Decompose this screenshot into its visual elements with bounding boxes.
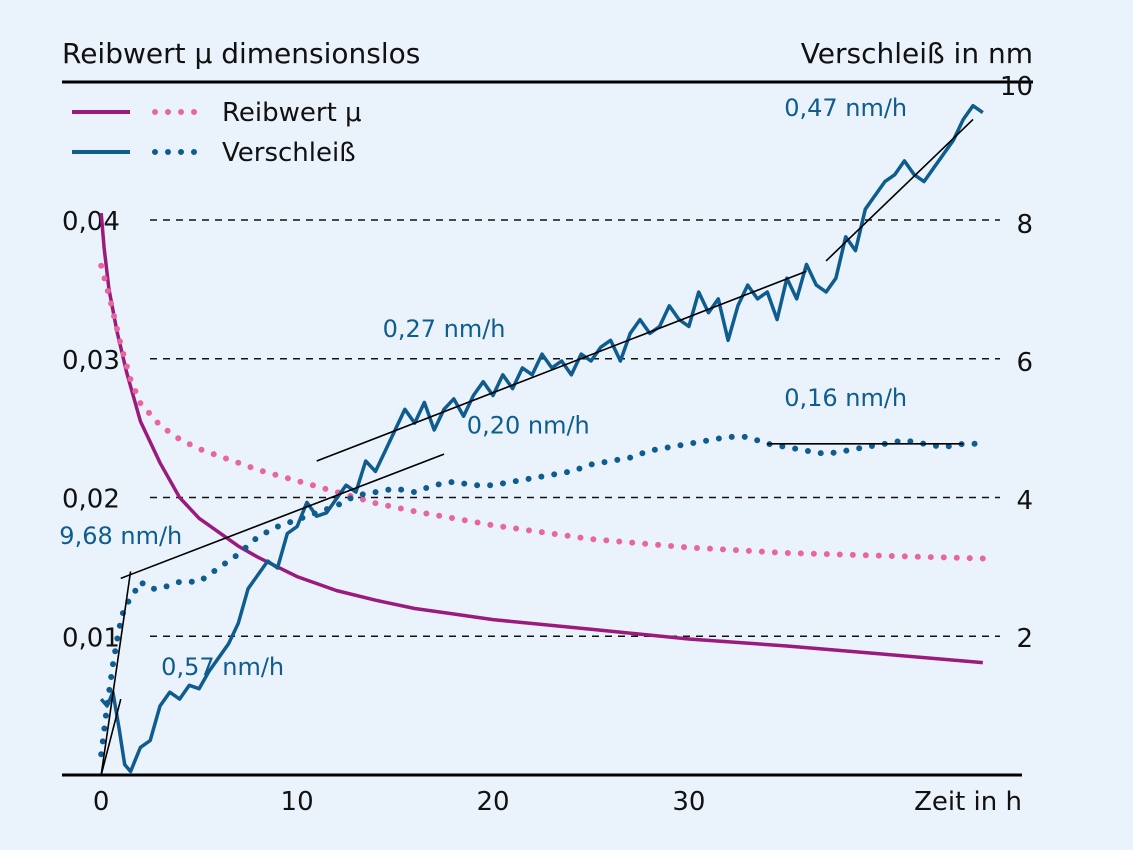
x-tick-label-0: 0 xyxy=(93,787,110,817)
annotation-2: 0,20 nm/h xyxy=(467,411,590,439)
grid xyxy=(150,219,1000,637)
y-left-tick-label-1: 0,02 xyxy=(62,485,120,515)
series-group xyxy=(98,103,986,774)
y-right-tick-label-2: 6 xyxy=(1016,348,1033,378)
y-right-tick-label-1: 4 xyxy=(1016,486,1033,516)
series-line-2 xyxy=(99,103,984,774)
annotation-4: 0,16 nm/h xyxy=(784,384,907,412)
series-line-3 xyxy=(98,433,986,758)
legend-reibwert-label: Reibwert μ xyxy=(222,98,362,128)
x-axis-label: Zeit in h xyxy=(914,787,1022,817)
y-left-tick-label-0: 0,01 xyxy=(62,623,120,653)
ticks: 0,01 0,02 0,03 0,04 2 4 6 8 10 0 10 20 30 xyxy=(62,72,1033,817)
x-tick-label-2: 20 xyxy=(476,787,509,817)
legend-verschleiss-label: Verschleiß xyxy=(222,138,356,168)
trendline-3 xyxy=(316,270,807,462)
trendline-4 xyxy=(825,118,974,262)
trendline-1 xyxy=(100,698,122,776)
y-right-tick-label-0: 2 xyxy=(1016,624,1033,654)
annotation-0: 9,68 nm/h xyxy=(59,522,182,550)
x-tick-label-3: 30 xyxy=(672,787,705,817)
series-line-1 xyxy=(98,262,986,562)
y-left-tick-label-3: 0,04 xyxy=(62,207,120,237)
legend: Reibwert μ Verschleiß xyxy=(72,98,362,168)
annotation-1: 0,57 nm/h xyxy=(161,653,284,681)
left-axis-label: Reibwert μ dimensionslos xyxy=(62,37,420,70)
trendline-0 xyxy=(100,571,132,776)
x-tick-label-1: 10 xyxy=(281,787,314,817)
right-axis-label: Verschleiß in nm xyxy=(801,37,1033,70)
y-right-tick-label-3: 8 xyxy=(1016,210,1033,240)
trendline-2 xyxy=(120,453,445,580)
annotation-3: 0,27 nm/h xyxy=(383,315,506,343)
annotation-5: 0,47 nm/h xyxy=(784,94,907,122)
y-left-tick-label-2: 0,03 xyxy=(62,346,120,376)
y-right-tick-label-4: 10 xyxy=(1000,72,1033,102)
trendline-group xyxy=(100,118,974,776)
annotation-group: 9,68 nm/h 0,57 nm/h 0,20 nm/h 0,27 nm/h 0,16… xyxy=(59,94,907,681)
